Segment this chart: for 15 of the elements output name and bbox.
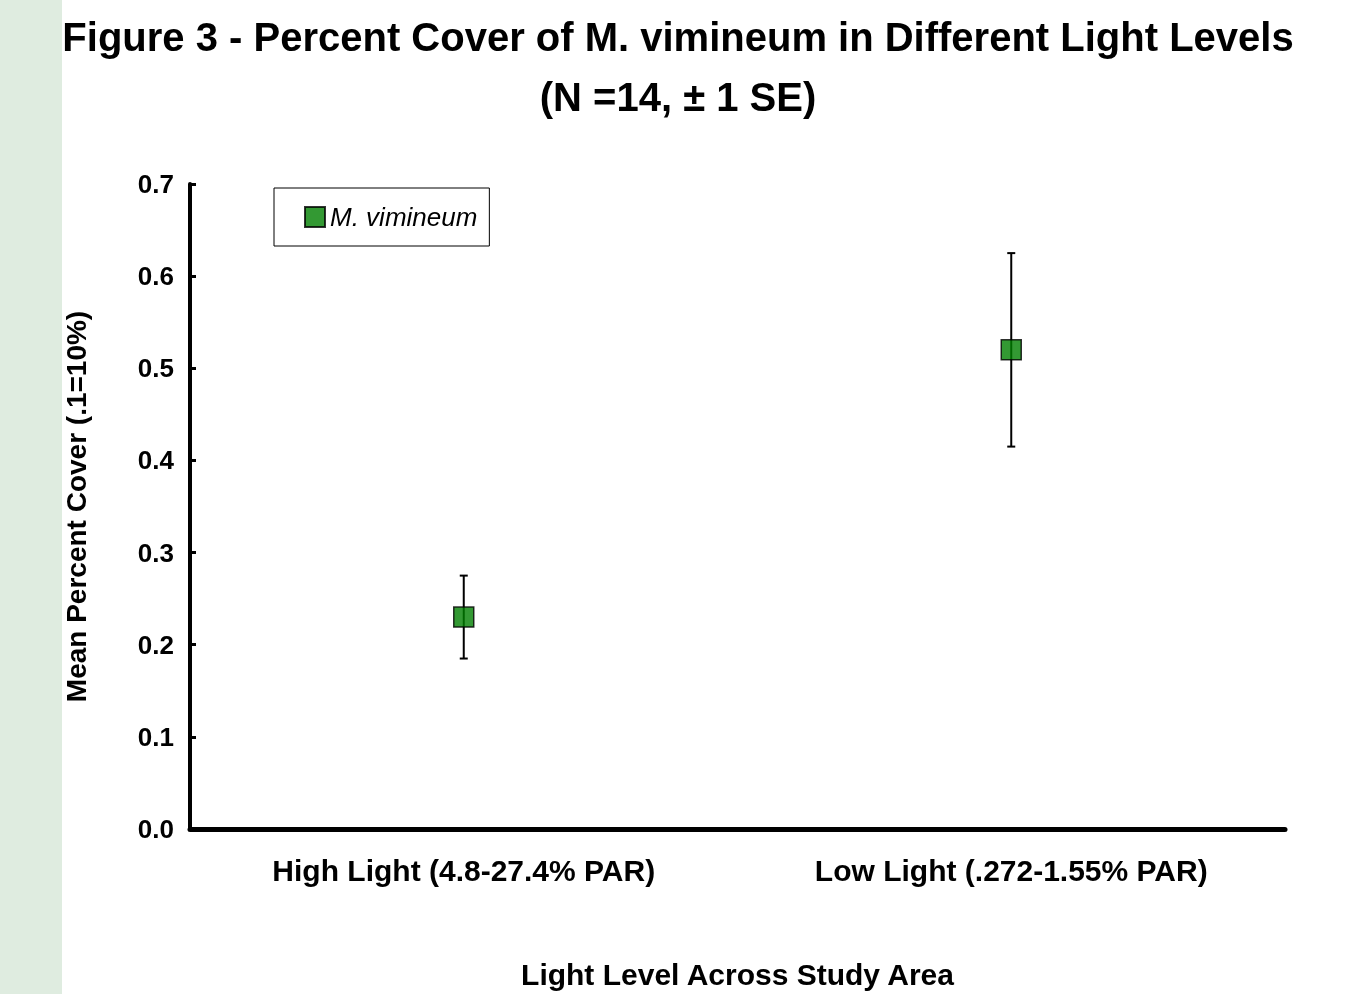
y-tick-label: 0.3 <box>137 537 174 568</box>
y-tick-label: 0.7 <box>137 169 174 199</box>
y-tick-label: 0.2 <box>137 629 174 660</box>
x-tick-label: High Light (4.8-27.4% PAR) <box>272 853 656 887</box>
x-tick-label: Low Light (.272-1.55% PAR) <box>814 853 1208 887</box>
y-axis-title: Mean Percent Cover (.1=10%) <box>60 310 92 703</box>
y-tick-label: 0.5 <box>137 353 174 384</box>
y-tick-label: 0.4 <box>137 445 175 476</box>
legend-label: M. vimineum <box>330 202 478 232</box>
y-tick-label: 0.0 <box>137 814 174 844</box>
x-axis-title: Light Level Across Study Area <box>521 957 955 991</box>
y-tick-label: 0.1 <box>137 721 174 752</box>
chart-subtitle: (N =14, ± 1 SE) <box>539 75 817 119</box>
y-tick-label: 0.6 <box>137 261 174 292</box>
chart-title: Figure 3 - Percent Cover of M. vimineum in Different Light Levels <box>62 15 1294 59</box>
